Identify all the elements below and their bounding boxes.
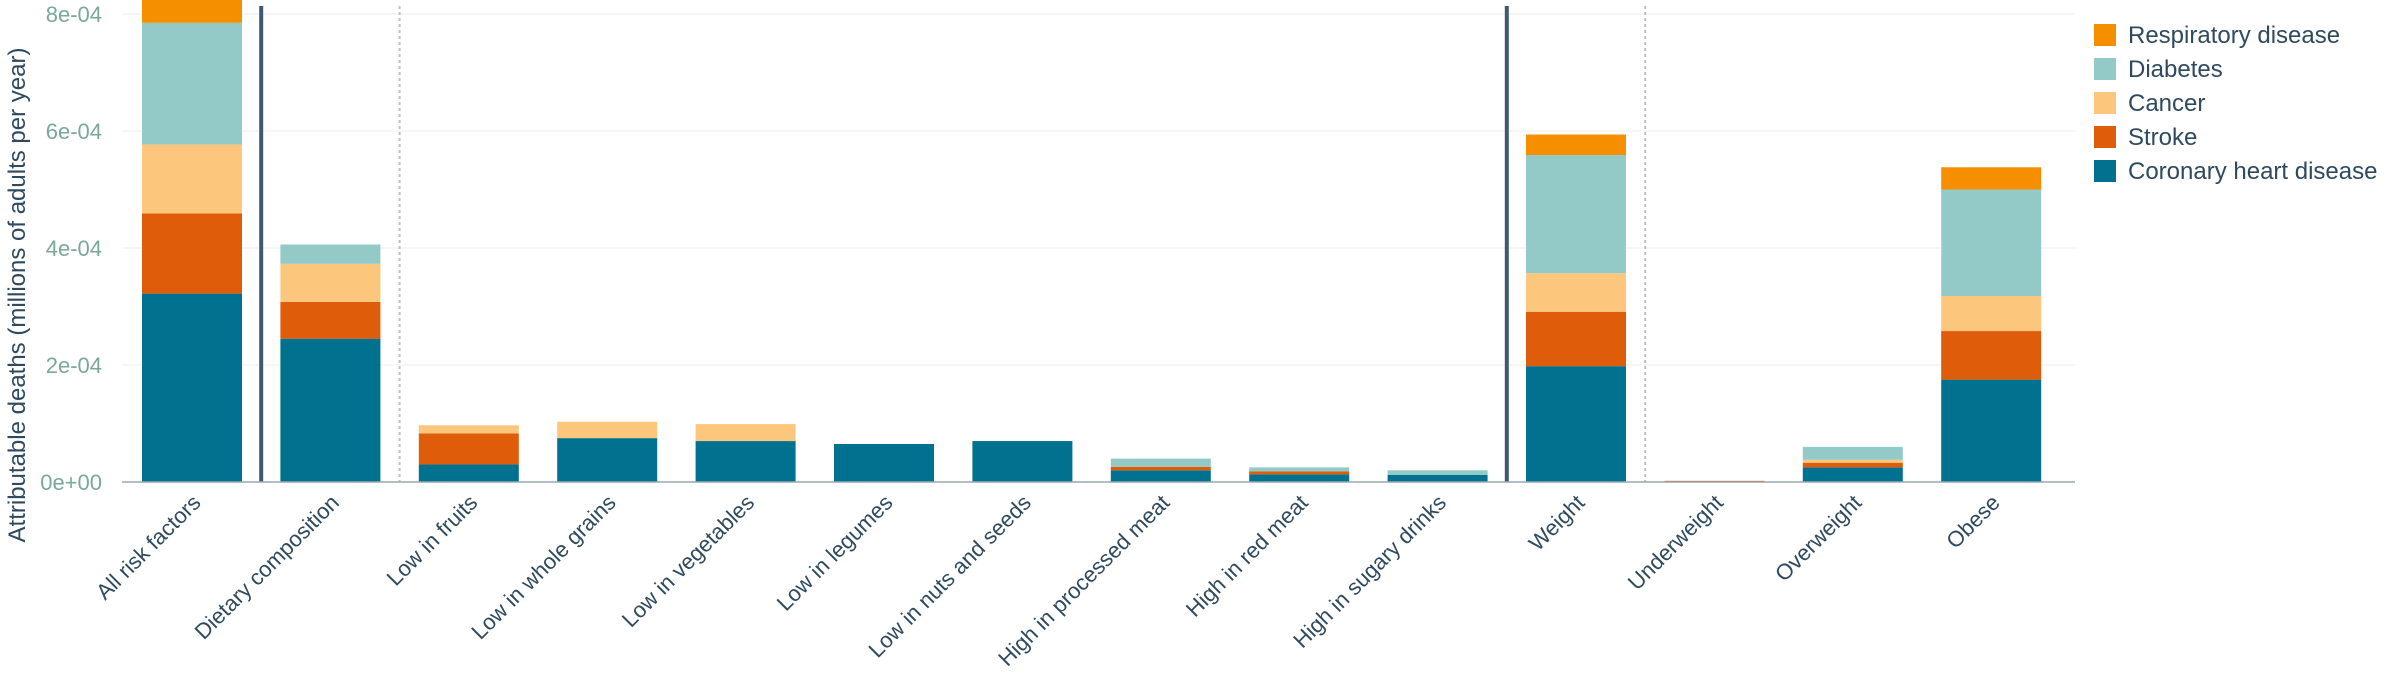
x-tick-label: Weight [1524, 490, 1590, 556]
x-tick-label: Low in whole grains [466, 490, 620, 644]
bar-segment-coronary-heart-disease [1387, 474, 1488, 482]
x-tick-label: High in sugary drinks [1288, 490, 1451, 653]
legend-label: Stroke [2128, 124, 2197, 151]
bar-segment-diabetes [1249, 467, 1350, 472]
bar-segment-respiratory-disease [142, 0, 242, 23]
x-tick-label: Overweight [1770, 490, 1866, 586]
bar-segment-cancer [142, 144, 242, 214]
bar-segment-coronary-heart-disease [695, 441, 796, 482]
bar-segment-cancer [418, 425, 519, 434]
y-tick-label: 4e-04 [46, 236, 102, 261]
legend-label: Cancer [2128, 90, 2205, 117]
legend: Respiratory disease Diabetes Cancer Stroke C… [2094, 22, 2377, 185]
x-tick-label: High in red meat [1181, 490, 1313, 622]
bar-segment-coronary-heart-disease [1249, 474, 1350, 482]
bar-segment-diabetes [1941, 189, 2042, 296]
legend-swatch [2094, 126, 2116, 148]
legend-swatch [2094, 160, 2116, 182]
legend-swatch [2094, 58, 2116, 80]
bar-segment-cancer [557, 421, 658, 439]
y-tick-label: 2e-04 [46, 353, 102, 378]
y-tick-label: 0e+00 [40, 470, 102, 495]
x-tick-label: Underweight [1623, 490, 1728, 595]
y-tick-labels: 0e+00 2e-04 4e-04 6e-04 8e-04 [40, 2, 102, 495]
bar-segment-coronary-heart-disease [557, 438, 658, 482]
bar-segment-coronary-heart-disease [1526, 366, 1626, 482]
bar-segment-stroke [280, 301, 381, 339]
bar-segment-coronary-heart-disease [142, 293, 242, 482]
y-axis-title: Attributable deaths (millions of adults … [4, 48, 31, 543]
bar-segment-stroke [1802, 462, 1903, 468]
bars [142, 0, 2042, 482]
legend-label: Coronary heart disease [2128, 158, 2377, 185]
bar-segment-diabetes [1387, 470, 1488, 475]
bar-segment-diabetes [1110, 458, 1211, 467]
y-tick-label: 8e-04 [46, 2, 102, 27]
bar-segment-diabetes [1802, 446, 1903, 460]
bar-segment-coronary-heart-disease [280, 338, 381, 482]
bar-segment-diabetes [142, 22, 242, 145]
group-separators [259, 6, 1647, 482]
bar-segment-cancer [695, 424, 796, 442]
bar-segment-diabetes [1526, 154, 1626, 274]
bar-segment-stroke [418, 433, 519, 465]
bar-segment-respiratory-disease [1526, 134, 1626, 155]
bar-segment-coronary-heart-disease [1802, 467, 1903, 482]
bar-segment-coronary-heart-disease [972, 441, 1073, 482]
legend-swatch [2094, 92, 2116, 114]
bar-segment-stroke [142, 213, 242, 294]
x-tick-label: Obese [1941, 490, 2005, 554]
x-tick-label: Dietary composition [190, 490, 344, 644]
bar-segment-cancer [1526, 273, 1626, 312]
x-tick-label: Low in fruits [382, 490, 483, 591]
bar-segment-coronary-heart-disease [418, 464, 519, 482]
bar-segment-coronary-heart-disease [1110, 470, 1211, 482]
x-tick-label: Low in vegetables [617, 490, 759, 632]
bar-segment-stroke [1526, 311, 1626, 367]
bar-segment-coronary-heart-disease [1941, 379, 2042, 482]
legend-label: Diabetes [2128, 56, 2223, 83]
bar-segment-respiratory-disease [1941, 167, 2042, 190]
bar-segment-cancer [280, 263, 381, 302]
legend-label: Respiratory disease [2128, 22, 2340, 49]
bar-segment-diabetes [280, 244, 381, 264]
bar-segment-stroke [1249, 471, 1350, 475]
bar-segment-coronary-heart-disease [834, 443, 934, 482]
bar-segment-cancer [1802, 459, 1903, 463]
bar-segment-stroke [1941, 331, 2042, 380]
x-tick-label: Low in legumes [772, 490, 898, 616]
bar-segment-stroke [1110, 466, 1211, 471]
legend-swatch [2094, 24, 2116, 46]
gridlines [122, 13, 2075, 366]
x-tick-label: All risk factors [91, 490, 205, 604]
y-tick-label: 6e-04 [46, 119, 102, 144]
bar-segment-cancer [1941, 295, 2042, 332]
